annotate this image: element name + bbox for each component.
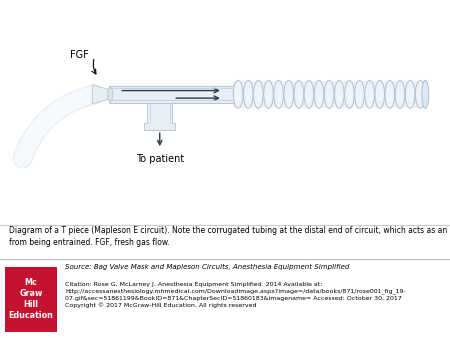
Ellipse shape xyxy=(385,80,395,108)
Text: FGF: FGF xyxy=(70,50,89,60)
Ellipse shape xyxy=(254,80,263,108)
Ellipse shape xyxy=(284,80,293,108)
Ellipse shape xyxy=(243,80,253,108)
Ellipse shape xyxy=(375,80,385,108)
Ellipse shape xyxy=(314,80,324,108)
Text: To patient: To patient xyxy=(135,153,184,164)
Ellipse shape xyxy=(234,80,243,108)
Ellipse shape xyxy=(422,80,429,108)
Ellipse shape xyxy=(355,80,365,108)
Ellipse shape xyxy=(324,80,334,108)
Polygon shape xyxy=(233,81,425,108)
Ellipse shape xyxy=(405,80,415,108)
Ellipse shape xyxy=(274,80,284,108)
Text: Diagram of a T piece (Mapleson E circuit). Note the corrugated tubing at the dis: Diagram of a T piece (Mapleson E circuit… xyxy=(9,226,450,246)
Ellipse shape xyxy=(415,80,425,108)
Ellipse shape xyxy=(334,80,344,108)
Polygon shape xyxy=(109,86,234,103)
Text: Citation: Rose G, McLarney J. Anesthesia Equipment Simplified. 2014 Available at: Citation: Rose G, McLarney J. Anesthesia… xyxy=(65,283,406,308)
Ellipse shape xyxy=(108,88,113,101)
Ellipse shape xyxy=(264,80,273,108)
Ellipse shape xyxy=(304,80,314,108)
Ellipse shape xyxy=(294,80,304,108)
Polygon shape xyxy=(144,103,175,130)
Ellipse shape xyxy=(345,80,354,108)
Ellipse shape xyxy=(395,80,405,108)
Text: Mc
Graw
Hill
Education: Mc Graw Hill Education xyxy=(9,279,54,320)
Polygon shape xyxy=(92,85,110,104)
Ellipse shape xyxy=(365,80,374,108)
Text: Source: Bag Valve Mask and Mapleson Circuits, Anesthesia Equipment Simplified: Source: Bag Valve Mask and Mapleson Circ… xyxy=(65,264,350,270)
FancyBboxPatch shape xyxy=(5,267,57,332)
